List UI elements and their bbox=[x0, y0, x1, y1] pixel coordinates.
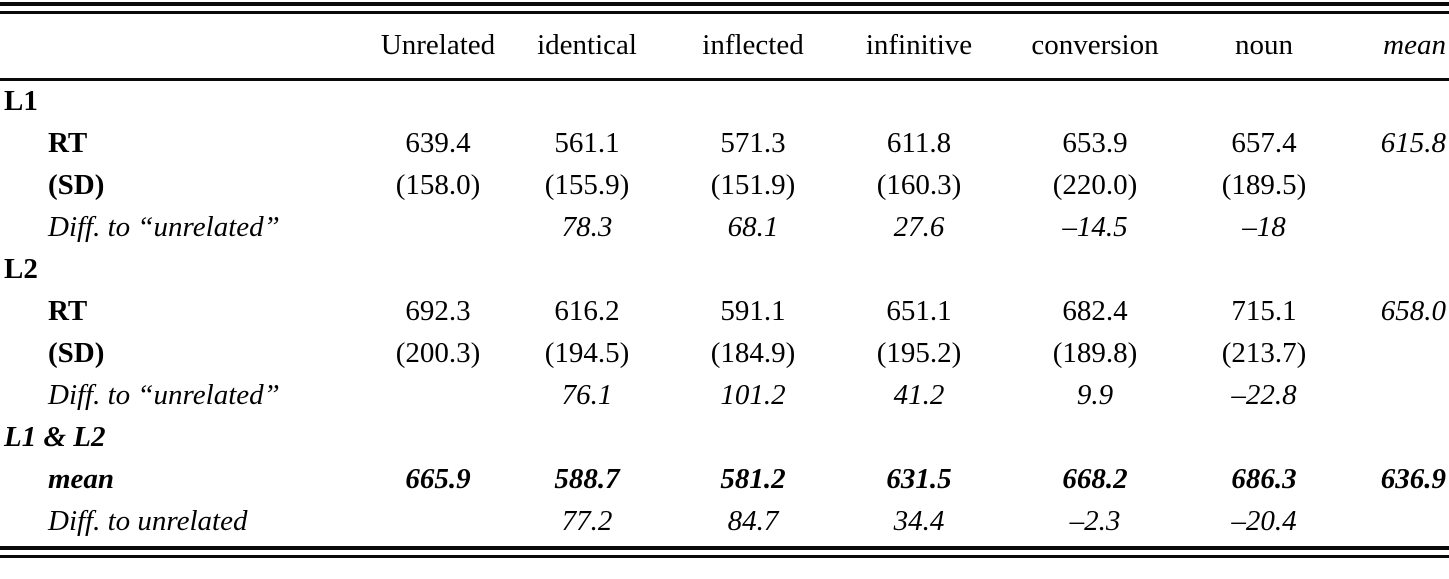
table-cell: (220.0) bbox=[1052, 169, 1138, 202]
table-cell: 34.4 bbox=[893, 505, 945, 538]
row-label-diff: Diff. to unrelated bbox=[48, 505, 248, 538]
table-cell bbox=[372, 207, 504, 249]
row-label-diff: Diff. to “unrelated” bbox=[48, 379, 280, 412]
table-cell: (158.0) bbox=[395, 169, 481, 202]
table-cell: 588.7 bbox=[554, 463, 620, 496]
table-row-l1-sd: (SD) (158.0) (155.9) (151.9) (160.3) (22… bbox=[0, 165, 1449, 207]
section-label-l2: L2 bbox=[4, 253, 38, 286]
table-cell: 665.9 bbox=[405, 463, 471, 496]
table-cell: –18 bbox=[1242, 211, 1286, 244]
table-row-l2-sd: (SD) (200.3) (194.5) (184.9) (195.2) (18… bbox=[0, 333, 1449, 375]
table-cell: –2.3 bbox=[1069, 505, 1121, 538]
header-row: Unrelated identical inflected infinitive… bbox=[0, 14, 1449, 81]
column-header-mean: mean bbox=[1340, 14, 1449, 81]
table-cell: 78.3 bbox=[561, 211, 613, 244]
column-header-infinitive: infinitive bbox=[836, 14, 1002, 81]
section-label-l1: L1 bbox=[4, 85, 38, 118]
row-label-sd: (SD) bbox=[48, 337, 105, 370]
table-row-l1-diff: Diff. to “unrelated” 78.3 68.1 27.6 –14.… bbox=[0, 207, 1449, 249]
row-label-rt: RT bbox=[48, 127, 88, 160]
mean-cell bbox=[1340, 375, 1449, 417]
table-cell: (155.9) bbox=[544, 169, 630, 202]
table-cell: 68.1 bbox=[727, 211, 779, 244]
table-row-l2-rt: RT 692.3 616.2 591.1 651.1 682.4 715.1 6… bbox=[0, 291, 1449, 333]
table-cell bbox=[372, 375, 504, 417]
row-label-mean: mean bbox=[48, 463, 115, 496]
table-cell: 27.6 bbox=[893, 211, 945, 244]
table-cell bbox=[372, 501, 504, 543]
table-cell: (189.5) bbox=[1221, 169, 1307, 202]
table-top-rule bbox=[0, 2, 1449, 14]
table-cell: 692.3 bbox=[405, 295, 471, 328]
column-header-conversion: conversion bbox=[1002, 14, 1188, 81]
table-cell: 561.1 bbox=[554, 127, 620, 160]
table-cell: 616.2 bbox=[554, 295, 620, 328]
table-cell: 77.2 bbox=[561, 505, 613, 538]
table-cell: 591.1 bbox=[720, 295, 786, 328]
mean-cell bbox=[1340, 207, 1449, 249]
mean-cell: 636.9 bbox=[1380, 463, 1446, 496]
table-cell: 682.4 bbox=[1062, 295, 1128, 328]
table-cell: (189.8) bbox=[1052, 337, 1138, 370]
row-label-sd: (SD) bbox=[48, 169, 105, 202]
table-cell: 76.1 bbox=[561, 379, 613, 412]
mean-cell bbox=[1340, 333, 1449, 375]
table-cell: –14.5 bbox=[1062, 211, 1128, 244]
mean-cell: 615.8 bbox=[1380, 127, 1446, 160]
table-cell: 639.4 bbox=[405, 127, 471, 160]
section-row-l1: L1 bbox=[0, 80, 1449, 124]
row-label-rt: RT bbox=[48, 295, 88, 328]
table-cell: –22.8 bbox=[1231, 379, 1297, 412]
table-row-combined-diff: Diff. to unrelated 77.2 84.7 34.4 –2.3 –… bbox=[0, 501, 1449, 543]
results-table: Unrelated identical inflected infinitive… bbox=[0, 14, 1449, 543]
column-header-identical: identical bbox=[504, 14, 670, 81]
table-cell: (194.5) bbox=[544, 337, 630, 370]
table-row-l1-rt: RT 639.4 561.1 571.3 611.8 653.9 657.4 6… bbox=[0, 123, 1449, 165]
table-cell: (200.3) bbox=[395, 337, 481, 370]
table-cell: 657.4 bbox=[1231, 127, 1297, 160]
row-label-diff: Diff. to “unrelated” bbox=[48, 211, 280, 244]
table-cell: 686.3 bbox=[1231, 463, 1297, 496]
table-cell: (184.9) bbox=[710, 337, 796, 370]
table-cell bbox=[372, 417, 1449, 459]
mean-cell bbox=[1340, 165, 1449, 207]
table-cell: 581.2 bbox=[720, 463, 786, 496]
table-cell: 571.3 bbox=[720, 127, 786, 160]
table-cell: 631.5 bbox=[886, 463, 952, 496]
table-cell: 9.9 bbox=[1076, 379, 1114, 412]
mean-cell bbox=[1340, 501, 1449, 543]
column-header-unrelated: Unrelated bbox=[372, 14, 504, 81]
table-cell: (160.3) bbox=[876, 169, 962, 202]
section-row-l2: L2 bbox=[0, 249, 1449, 291]
table-cell: 715.1 bbox=[1231, 295, 1297, 328]
row-label-header bbox=[0, 14, 372, 81]
table-cell: 41.2 bbox=[893, 379, 945, 412]
section-row-l1-l2: L1 & L2 bbox=[0, 417, 1449, 459]
table-row-combined-mean: mean 665.9 588.7 581.2 631.5 668.2 686.3… bbox=[0, 459, 1449, 501]
table-cell bbox=[372, 80, 1449, 124]
table-cell: 653.9 bbox=[1062, 127, 1128, 160]
table-cell bbox=[372, 249, 1449, 291]
table-cell: (213.7) bbox=[1221, 337, 1307, 370]
table-cell: 101.2 bbox=[720, 379, 786, 412]
column-header-inflected: inflected bbox=[670, 14, 836, 81]
table-bottom-rule bbox=[0, 546, 1449, 558]
table-cell: 84.7 bbox=[727, 505, 779, 538]
table-row-l2-diff: Diff. to “unrelated” 76.1 101.2 41.2 9.9… bbox=[0, 375, 1449, 417]
column-header-noun: noun bbox=[1188, 14, 1340, 81]
table-cell: –20.4 bbox=[1231, 505, 1297, 538]
table-cell: (195.2) bbox=[876, 337, 962, 370]
table-cell: 668.2 bbox=[1062, 463, 1128, 496]
table-cell: (151.9) bbox=[710, 169, 796, 202]
table-cell: 651.1 bbox=[886, 295, 952, 328]
section-label-l1-l2: L1 & L2 bbox=[4, 421, 106, 454]
mean-cell: 658.0 bbox=[1380, 295, 1446, 328]
table-cell: 611.8 bbox=[886, 127, 952, 160]
